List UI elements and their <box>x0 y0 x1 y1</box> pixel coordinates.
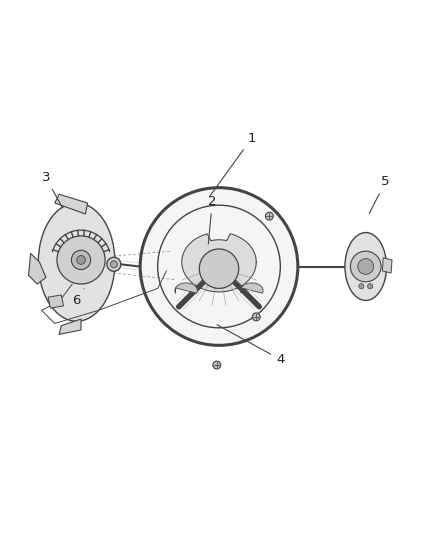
Text: 4: 4 <box>217 325 284 366</box>
Circle shape <box>359 284 364 289</box>
Circle shape <box>110 261 117 268</box>
Text: 5: 5 <box>369 175 389 214</box>
Circle shape <box>199 249 239 288</box>
Circle shape <box>71 251 91 270</box>
Circle shape <box>252 313 260 321</box>
Text: 1: 1 <box>210 132 256 196</box>
Circle shape <box>358 259 374 274</box>
Polygon shape <box>240 283 263 293</box>
Ellipse shape <box>345 232 386 301</box>
Circle shape <box>77 255 85 264</box>
Polygon shape <box>48 295 64 308</box>
Polygon shape <box>175 283 198 293</box>
Polygon shape <box>182 234 256 292</box>
Text: 6: 6 <box>72 288 84 306</box>
Text: 3: 3 <box>42 171 62 207</box>
Circle shape <box>265 212 273 220</box>
Circle shape <box>107 257 121 271</box>
Polygon shape <box>28 253 46 284</box>
Circle shape <box>57 236 105 284</box>
Circle shape <box>213 361 221 369</box>
Polygon shape <box>59 319 81 334</box>
Ellipse shape <box>38 203 115 321</box>
Circle shape <box>140 188 298 345</box>
Text: 2: 2 <box>208 195 216 244</box>
Circle shape <box>350 251 381 282</box>
Polygon shape <box>55 194 88 214</box>
Polygon shape <box>382 258 392 273</box>
Circle shape <box>367 284 373 289</box>
